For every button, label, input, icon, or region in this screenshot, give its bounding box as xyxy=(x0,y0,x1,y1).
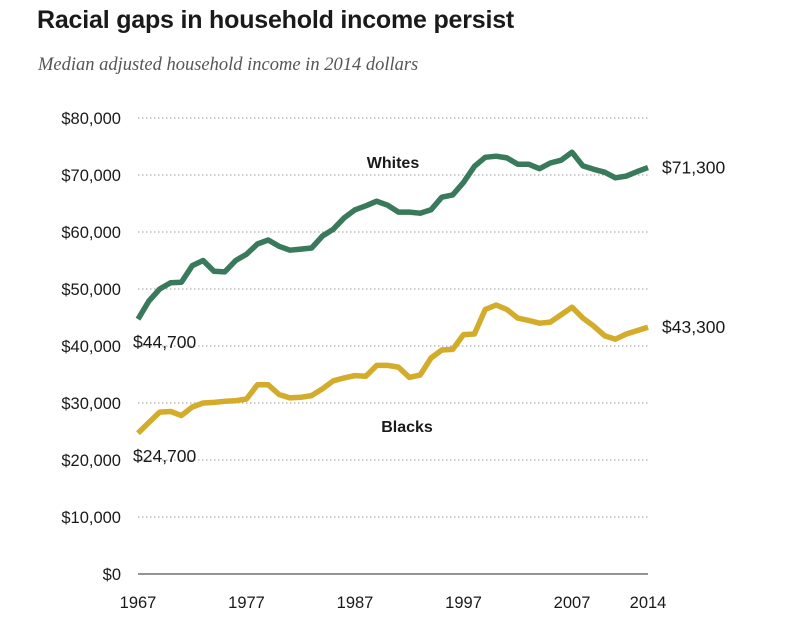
y-tick-label: $40,000 xyxy=(61,338,121,356)
y-tick-label: $70,000 xyxy=(61,167,121,185)
y-tick-label: $0 xyxy=(103,566,121,584)
series-line-blacks xyxy=(136,302,649,436)
y-tick-label: $10,000 xyxy=(61,509,121,527)
start-value-label-whites: $44,700 xyxy=(133,332,197,352)
y-tick-label: $80,000 xyxy=(61,110,121,128)
x-tick-label: 1977 xyxy=(228,594,265,612)
start-value-label-blacks: $24,700 xyxy=(133,446,197,466)
x-tick-label: 1997 xyxy=(445,594,482,612)
chart-subtitle: Median adjusted household income in 2014… xyxy=(38,55,419,75)
y-tick-label: $20,000 xyxy=(61,452,121,470)
series-label-blacks: Blacks xyxy=(381,419,433,436)
x-tick-label: 2014 xyxy=(630,594,667,612)
y-tick-label: $30,000 xyxy=(61,395,121,413)
y-tick-label: $60,000 xyxy=(61,224,121,242)
end-value-label-whites: $71,300 xyxy=(662,158,726,178)
x-tick-label: 2007 xyxy=(554,594,591,612)
y-tick-label: $50,000 xyxy=(61,281,121,299)
series-line-whites xyxy=(135,149,649,321)
end-value-label-blacks: $43,300 xyxy=(662,317,726,337)
series-label-whites: Whites xyxy=(367,155,420,172)
chart-title: Racial gaps in household income persist xyxy=(37,6,515,34)
x-tick-label: 1987 xyxy=(337,594,374,612)
x-tick-label: 1967 xyxy=(120,594,157,612)
